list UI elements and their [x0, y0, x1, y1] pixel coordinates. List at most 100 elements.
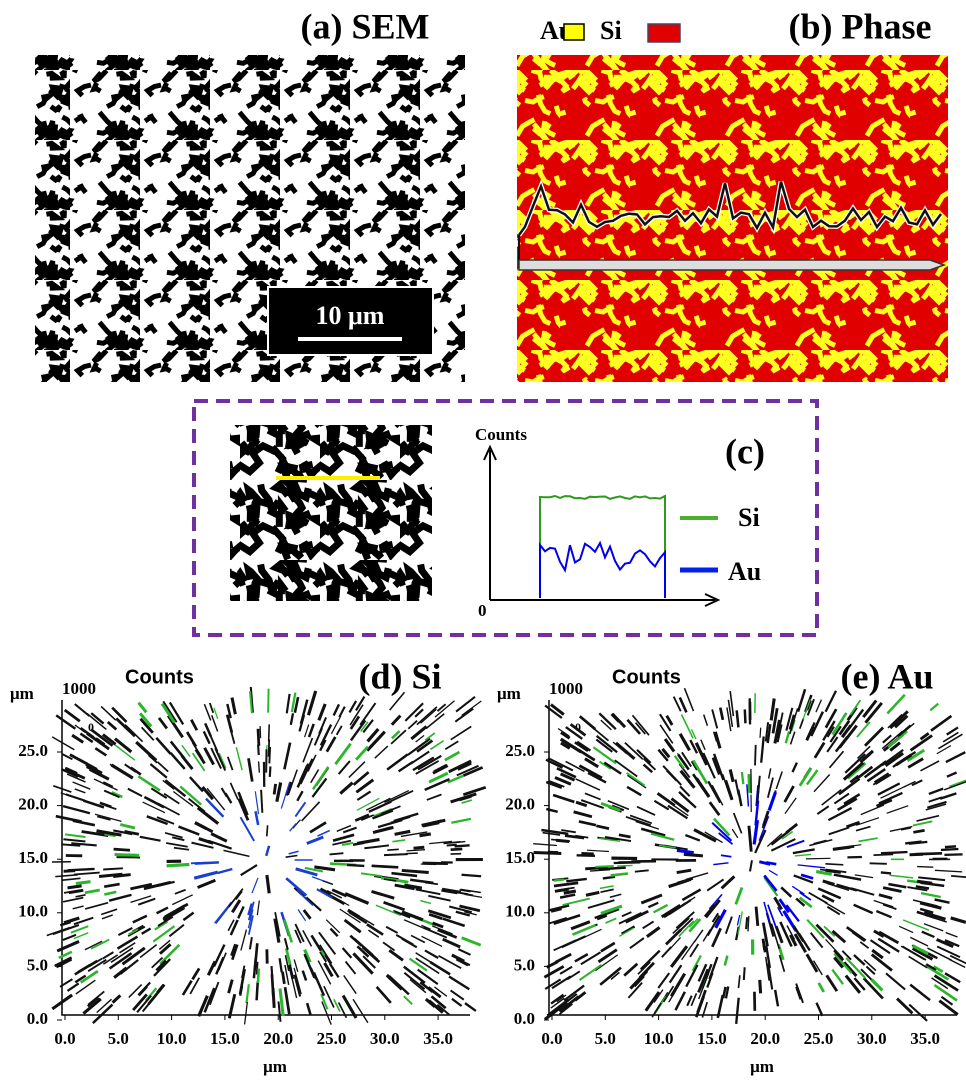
spike — [560, 731, 571, 740]
spike — [55, 714, 77, 730]
spike — [647, 901, 659, 909]
spike — [148, 754, 158, 764]
spike — [72, 905, 84, 910]
spike — [46, 926, 71, 937]
spike — [775, 771, 783, 790]
spike — [74, 974, 87, 984]
spike — [845, 926, 867, 942]
spike — [169, 752, 186, 770]
spike — [864, 701, 883, 724]
spike — [428, 894, 451, 902]
spike — [253, 943, 259, 971]
panel-title: (e) Au — [841, 656, 934, 696]
spike — [294, 923, 305, 943]
spike — [867, 760, 887, 776]
spike — [111, 791, 123, 799]
spike — [676, 753, 685, 764]
spike — [114, 709, 127, 722]
spike — [344, 892, 370, 905]
spike — [121, 946, 146, 966]
spike — [916, 814, 940, 822]
spike — [302, 929, 313, 947]
spike — [128, 984, 143, 999]
spike — [310, 769, 320, 784]
spike — [394, 910, 411, 919]
spike — [636, 805, 656, 816]
spike — [735, 710, 740, 728]
spike — [894, 714, 909, 729]
spike — [575, 834, 589, 839]
spike — [550, 993, 565, 1005]
spike — [909, 734, 933, 752]
spike — [669, 945, 689, 968]
spike — [766, 777, 774, 798]
spike — [456, 725, 472, 737]
profile-line — [517, 181, 943, 236]
spike — [920, 760, 940, 772]
spike — [410, 725, 428, 741]
spike — [283, 742, 292, 770]
spike — [944, 845, 957, 849]
y-tick-label: 20.0 — [18, 795, 48, 814]
spike — [297, 909, 307, 922]
spike — [634, 976, 645, 988]
spike — [317, 960, 332, 985]
spike — [587, 771, 607, 784]
spike — [271, 988, 276, 1008]
spike — [597, 948, 618, 964]
spike — [684, 834, 701, 842]
spike — [776, 712, 784, 739]
spike — [808, 891, 828, 905]
spike — [771, 707, 779, 734]
spike — [137, 985, 148, 997]
spike — [563, 984, 585, 1002]
spike — [590, 725, 610, 742]
spike — [760, 736, 765, 763]
spike — [797, 864, 826, 869]
spike — [154, 920, 169, 931]
spike — [330, 715, 342, 735]
spike — [695, 995, 705, 1018]
spike — [321, 1001, 332, 1025]
spike — [59, 920, 72, 927]
spike — [138, 712, 153, 728]
spike — [556, 994, 567, 1003]
spike — [332, 703, 341, 716]
spike — [882, 886, 902, 893]
spike — [74, 788, 86, 794]
spike — [853, 977, 866, 991]
spike — [887, 713, 903, 729]
x-tick-label: 20.0 — [263, 1029, 293, 1048]
spike — [392, 839, 406, 843]
spike — [191, 967, 201, 981]
spike — [802, 698, 811, 720]
spike — [283, 919, 294, 943]
spike — [718, 707, 725, 721]
spike — [917, 865, 934, 868]
si-profile — [539, 494, 666, 598]
spike — [833, 792, 850, 805]
spike — [179, 785, 202, 806]
spike — [865, 965, 876, 976]
spike — [415, 957, 440, 975]
spike — [688, 918, 702, 933]
spike — [711, 912, 719, 923]
spike — [825, 862, 844, 866]
spike — [585, 890, 600, 897]
spike — [933, 974, 959, 992]
spike — [230, 943, 238, 957]
spike — [600, 719, 612, 731]
spike — [766, 833, 783, 847]
spike — [419, 981, 434, 994]
spike — [862, 749, 875, 761]
x-tick-label: 30.0 — [857, 1029, 887, 1048]
spike — [685, 872, 709, 881]
spike — [191, 841, 214, 849]
spike — [873, 772, 890, 784]
spike — [626, 785, 642, 797]
spike — [711, 784, 724, 806]
spike — [389, 691, 406, 711]
spike — [160, 702, 176, 724]
spike — [600, 801, 621, 812]
spike — [621, 925, 636, 935]
